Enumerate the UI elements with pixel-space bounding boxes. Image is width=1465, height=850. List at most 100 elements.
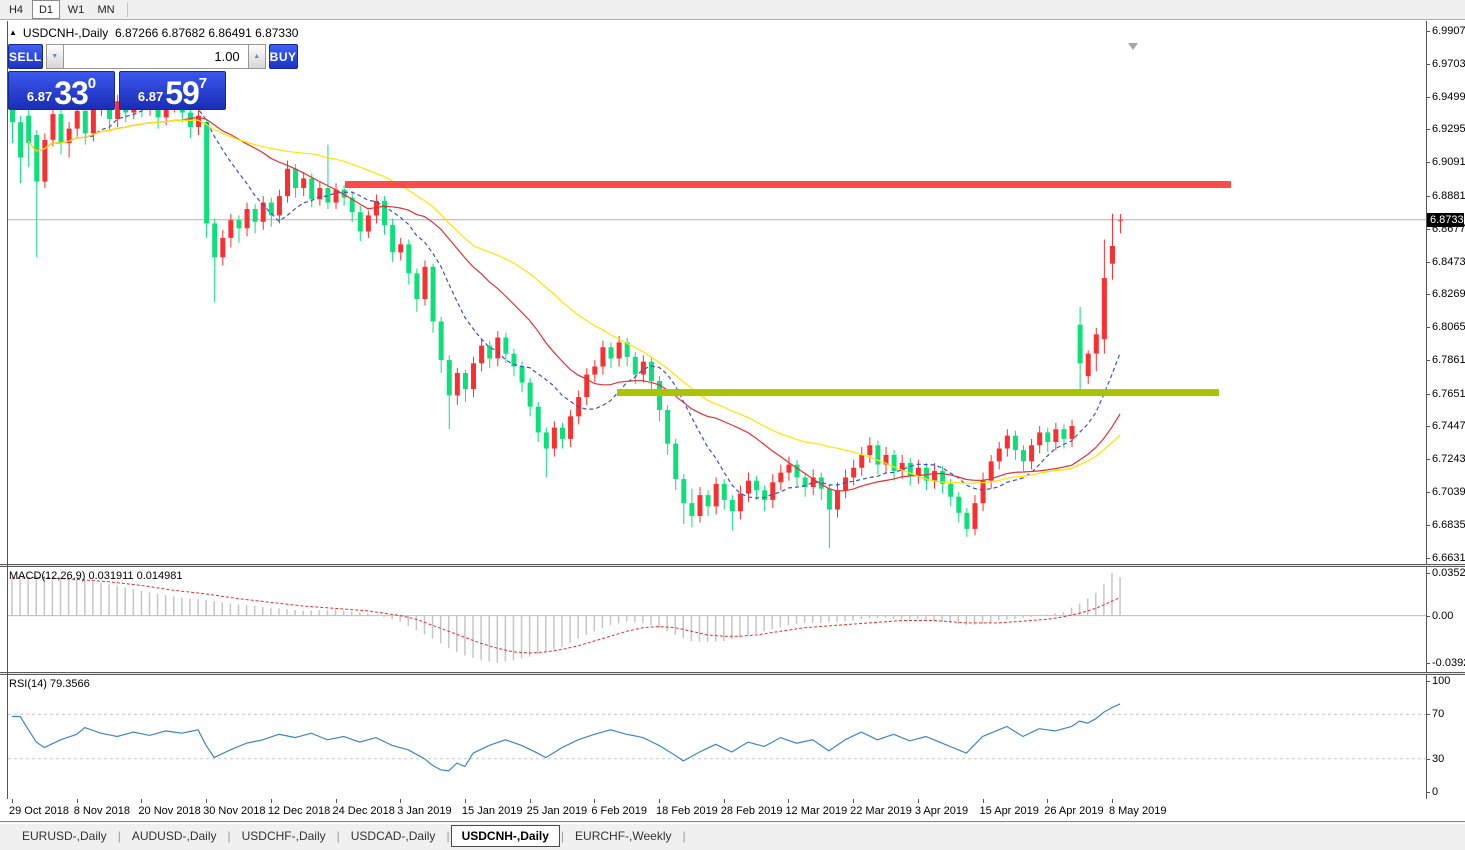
timeframe-button-h4[interactable]: H4 bbox=[8, 3, 24, 16]
date-label: 22 Mar 2019 bbox=[850, 805, 912, 817]
volume-input[interactable] bbox=[63, 44, 248, 69]
rsi-canvas[interactable] bbox=[0, 675, 1426, 799]
buy-price-display[interactable]: 6.87 59 7 bbox=[119, 71, 226, 110]
price-axis-label: 6.90910 bbox=[1427, 156, 1465, 168]
price-axis-label: 6.88810 bbox=[1427, 190, 1465, 202]
tab-separator: | bbox=[336, 829, 340, 843]
date-axis[interactable]: 29 Oct 2018 8 Nov 2018 20 Nov 2018 30 Nov 2… bbox=[0, 799, 1465, 821]
tab-usdcad-daily[interactable]: USDCAD-,Daily bbox=[350, 829, 436, 843]
macd-axis-label: -0.039223 bbox=[1427, 657, 1465, 669]
date-label: 24 Dec 2018 bbox=[332, 805, 395, 817]
date-tick bbox=[12, 799, 13, 803]
price-axis-label: 6.97030 bbox=[1427, 58, 1465, 70]
date-tick bbox=[982, 799, 984, 803]
chart-left-border bbox=[7, 21, 8, 799]
support-line[interactable] bbox=[617, 389, 1219, 397]
tab-separator: | bbox=[227, 829, 231, 843]
price-pane[interactable]: ▲ USDCNH-,Daily 6.87266 6.87682 6.86491 6… bbox=[0, 21, 1465, 564]
date-tick bbox=[723, 799, 725, 803]
moving-averages-layer bbox=[27, 104, 1121, 499]
timeframe-button-d1[interactable]: D1 bbox=[32, 0, 60, 19]
date-tick bbox=[1111, 799, 1113, 803]
macd-axis[interactable]: 0.035298 0.00 -0.039223 bbox=[1426, 567, 1465, 672]
tab-eurchf-weekly[interactable]: EURCHF-,Weekly bbox=[575, 829, 672, 843]
macd-axis-label: 0.00 bbox=[1427, 610, 1453, 622]
date-tick bbox=[594, 799, 596, 803]
date-label: 26 Apr 2019 bbox=[1044, 805, 1104, 817]
tab-eurusd-daily[interactable]: EURUSD-,Daily bbox=[22, 829, 107, 843]
chart-shift-marker-icon[interactable] bbox=[1128, 43, 1138, 50]
date-label: 29 Oct 2018 bbox=[9, 805, 69, 817]
slow-ma bbox=[27, 119, 1121, 485]
rsi-label: RSI(14) 79.3566 bbox=[9, 678, 90, 690]
rsi-axis-label: 100 bbox=[1427, 675, 1450, 687]
date-tick bbox=[206, 799, 208, 803]
date-tick bbox=[788, 799, 790, 803]
price-axis-label: 6.68350 bbox=[1427, 519, 1465, 531]
sell-price-pip: 0 bbox=[87, 75, 97, 92]
chart-ohlc-values: 6.87266 6.87682 6.86491 6.87330 bbox=[114, 26, 299, 40]
macd-pane[interactable]: MACD(12,26,9) 0.031911 0.014981 0.035298… bbox=[0, 567, 1465, 672]
buy-button[interactable]: BUY bbox=[268, 44, 298, 69]
pane-splitter[interactable] bbox=[0, 564, 1465, 567]
macd-signal-line bbox=[11, 577, 1121, 654]
date-tick bbox=[853, 799, 855, 803]
date-tick bbox=[529, 799, 531, 803]
date-tick bbox=[1047, 799, 1049, 803]
date-label: 8 May 2019 bbox=[1108, 805, 1167, 817]
tab-separator: | bbox=[682, 829, 686, 843]
macd-label: MACD(12,26,9) 0.031911 0.014981 bbox=[9, 570, 183, 582]
date-label: 25 Jan 2019 bbox=[526, 805, 588, 817]
date-tick bbox=[141, 799, 143, 803]
timeframe-button-w1[interactable]: W1 bbox=[67, 3, 85, 16]
price-axis-label: 6.84730 bbox=[1427, 256, 1465, 268]
date-label: 15 Jan 2019 bbox=[461, 805, 523, 817]
date-label: 12 Dec 2018 bbox=[267, 805, 331, 817]
price-chart-canvas[interactable] bbox=[0, 21, 1426, 564]
price-axis-label: 6.78610 bbox=[1427, 354, 1465, 366]
rsi-pane[interactable]: RSI(14) 79.3566 100 70 30 0 bbox=[0, 675, 1465, 799]
rsi-axis-label: 0 bbox=[1427, 786, 1438, 798]
tab-usdchf-daily[interactable]: USDCHF-,Daily bbox=[241, 829, 326, 843]
rsi-axis-label: 30 bbox=[1427, 753, 1444, 765]
price-axis-label: 6.80650 bbox=[1427, 321, 1465, 333]
price-axis-label: 6.94990 bbox=[1427, 91, 1465, 103]
chart-symbol-period: USDCNH-,Daily bbox=[22, 26, 109, 40]
price-axis-label: 6.66310 bbox=[1427, 552, 1465, 564]
macd-histogram bbox=[11, 573, 1121, 663]
tab-separator: | bbox=[560, 829, 565, 843]
buy-price-pip: 7 bbox=[198, 75, 208, 92]
collapse-triangle-icon[interactable]: ▲ bbox=[9, 28, 17, 37]
pane-splitter[interactable] bbox=[0, 672, 1465, 675]
chart-tab-bar: EURUSD-,Daily | AUDUSD-,Daily | USDCHF-,Dail… bbox=[0, 821, 1465, 850]
price-axis-label: 6.72430 bbox=[1427, 453, 1465, 465]
price-axis-label: 6.70390 bbox=[1427, 486, 1465, 498]
date-label: 30 Nov 2018 bbox=[203, 805, 266, 817]
date-tick bbox=[917, 799, 919, 803]
tab-separator: | bbox=[446, 829, 450, 843]
date-tick bbox=[335, 799, 337, 803]
price-axis-label: 6.82690 bbox=[1427, 288, 1465, 300]
date-label: 20 Nov 2018 bbox=[138, 805, 201, 817]
date-label: 6 Feb 2019 bbox=[591, 805, 647, 817]
candles-layer bbox=[10, 86, 1124, 549]
date-tick bbox=[464, 799, 466, 803]
rsi-axis[interactable]: 100 70 30 0 bbox=[1426, 675, 1465, 799]
resistance-line[interactable] bbox=[345, 181, 1231, 189]
tab-usdcnh-daily[interactable]: USDCNH-,Daily bbox=[450, 825, 560, 847]
macd-axis-label: 0.035298 bbox=[1427, 567, 1465, 579]
sell-button[interactable]: SELL bbox=[8, 44, 43, 69]
date-label: 28 Feb 2019 bbox=[720, 805, 783, 817]
date-tick bbox=[76, 799, 78, 803]
volume-decrease-icon[interactable]: ▼ bbox=[45, 44, 64, 69]
macd-canvas[interactable] bbox=[0, 567, 1426, 672]
price-axis-label: 6.74470 bbox=[1427, 420, 1465, 432]
price-axis[interactable]: 6.99070 6.97030 6.94990 6.92950 6.90910 6.888… bbox=[1426, 21, 1465, 564]
volume-increase-icon[interactable]: ▲ bbox=[247, 44, 266, 69]
date-tick bbox=[659, 799, 661, 803]
sell-price-display[interactable]: 6.87 33 0 bbox=[8, 71, 115, 110]
timeframe-button-mn[interactable]: MN bbox=[97, 3, 115, 16]
mid-ma bbox=[27, 116, 1121, 492]
price-axis-label: 6.76510 bbox=[1427, 388, 1465, 400]
tab-audusd-daily[interactable]: AUDUSD-,Daily bbox=[131, 829, 217, 843]
